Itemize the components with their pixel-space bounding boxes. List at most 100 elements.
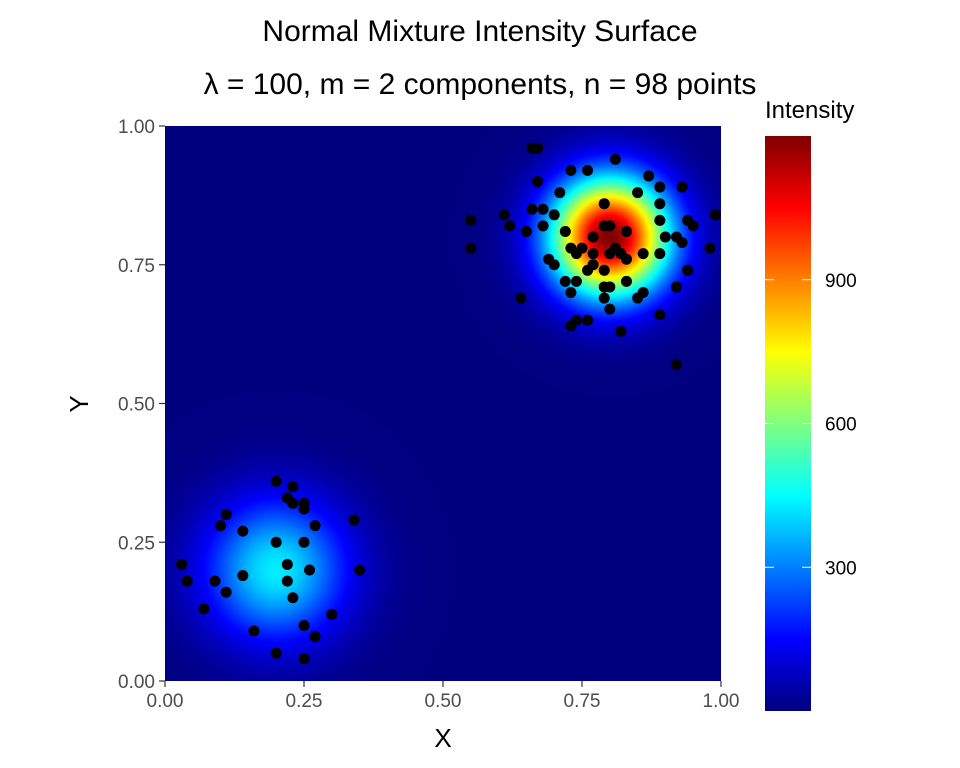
y-tick-label: 0.75 — [118, 256, 155, 277]
data-point — [537, 203, 549, 215]
data-point — [582, 264, 594, 276]
data-point — [659, 231, 671, 243]
chart-subtitle: λ = 100, m = 2 components, n = 98 points — [204, 68, 757, 101]
data-point — [354, 564, 366, 576]
data-point — [465, 242, 477, 254]
data-point — [287, 592, 299, 604]
data-point — [654, 198, 666, 210]
data-point — [565, 287, 577, 298]
data-point — [570, 248, 582, 260]
data-point — [220, 509, 232, 520]
legend-tick-label: 900 — [825, 271, 857, 292]
data-point — [704, 242, 716, 254]
y-tick-label: 0.00 — [118, 672, 155, 693]
data-point — [654, 181, 666, 193]
x-tick-label: 1.00 — [703, 691, 740, 712]
data-point — [643, 170, 655, 182]
data-point — [298, 653, 310, 665]
data-point — [465, 214, 477, 226]
data-point — [298, 620, 310, 631]
data-point — [526, 203, 538, 215]
y-axis: 0.00 0.25 0.50 0.75 1.00 — [118, 117, 165, 693]
data-point — [565, 320, 577, 332]
data-point — [598, 264, 610, 276]
data-point — [682, 264, 694, 276]
data-point — [554, 187, 566, 199]
data-point — [676, 181, 688, 193]
data-point — [604, 303, 616, 315]
data-point — [532, 176, 544, 187]
data-point — [620, 253, 632, 265]
data-point — [176, 558, 188, 570]
data-point — [548, 209, 560, 221]
data-point — [270, 647, 282, 659]
data-point — [676, 237, 688, 249]
data-point — [287, 481, 299, 493]
data-point — [287, 497, 299, 509]
y-tick-label: 0.50 — [118, 395, 155, 416]
x-axis: 0.00 0.25 0.50 0.75 1.00 — [147, 681, 740, 712]
data-point — [582, 314, 594, 326]
data-point — [637, 287, 649, 298]
data-point — [309, 520, 321, 532]
data-point — [671, 281, 683, 293]
data-point — [209, 575, 221, 587]
data-point — [181, 575, 193, 587]
data-point — [604, 248, 616, 260]
data-point — [498, 209, 510, 221]
data-point — [637, 248, 649, 260]
data-point — [281, 558, 293, 570]
y-tick-label: 0.25 — [118, 533, 155, 554]
data-point — [304, 564, 316, 576]
legend-tick-label: 600 — [825, 415, 857, 436]
data-point — [598, 198, 610, 210]
data-point — [587, 248, 599, 260]
y-axis-title: Y — [64, 395, 94, 412]
data-point — [570, 275, 582, 287]
legend-ticks: 300 600 900 — [765, 271, 857, 579]
plot-panel — [165, 126, 721, 681]
data-point — [537, 220, 549, 232]
intensity-heatmap — [165, 126, 721, 681]
data-point — [654, 214, 666, 226]
points-layer — [176, 142, 721, 665]
x-tick-label: 0.75 — [564, 691, 601, 712]
data-point — [654, 248, 666, 260]
data-point — [587, 231, 599, 243]
data-point — [298, 503, 310, 515]
data-point — [620, 275, 632, 287]
data-point — [615, 325, 627, 337]
data-point — [220, 586, 232, 598]
data-point — [559, 225, 571, 237]
data-point — [298, 536, 310, 548]
data-point — [348, 514, 360, 526]
x-axis-title: X — [434, 723, 451, 753]
chart-title: Normal Mixture Intensity Surface — [262, 15, 697, 48]
data-point — [198, 603, 210, 615]
data-point — [548, 259, 560, 271]
data-point — [326, 608, 338, 620]
data-point — [532, 142, 544, 154]
legend-tick-label: 300 — [825, 558, 857, 579]
data-point — [515, 292, 527, 304]
data-point — [237, 525, 249, 537]
data-point — [248, 625, 260, 637]
data-point — [215, 520, 227, 532]
data-point — [270, 536, 282, 548]
x-tick-label: 0.00 — [147, 691, 184, 712]
y-tick-label: 1.00 — [118, 117, 155, 138]
data-point — [565, 164, 577, 176]
x-tick-label: 0.50 — [425, 691, 462, 712]
data-point — [270, 475, 282, 487]
data-point — [709, 209, 721, 221]
data-point — [632, 187, 644, 199]
legend-title: Intensity — [765, 97, 854, 124]
x-tick-label: 0.25 — [286, 691, 323, 712]
data-point — [604, 220, 616, 232]
legend: Intensity 300 600 900 — [765, 97, 857, 711]
data-point — [671, 359, 683, 371]
data-point — [654, 309, 666, 321]
data-point — [620, 225, 632, 237]
